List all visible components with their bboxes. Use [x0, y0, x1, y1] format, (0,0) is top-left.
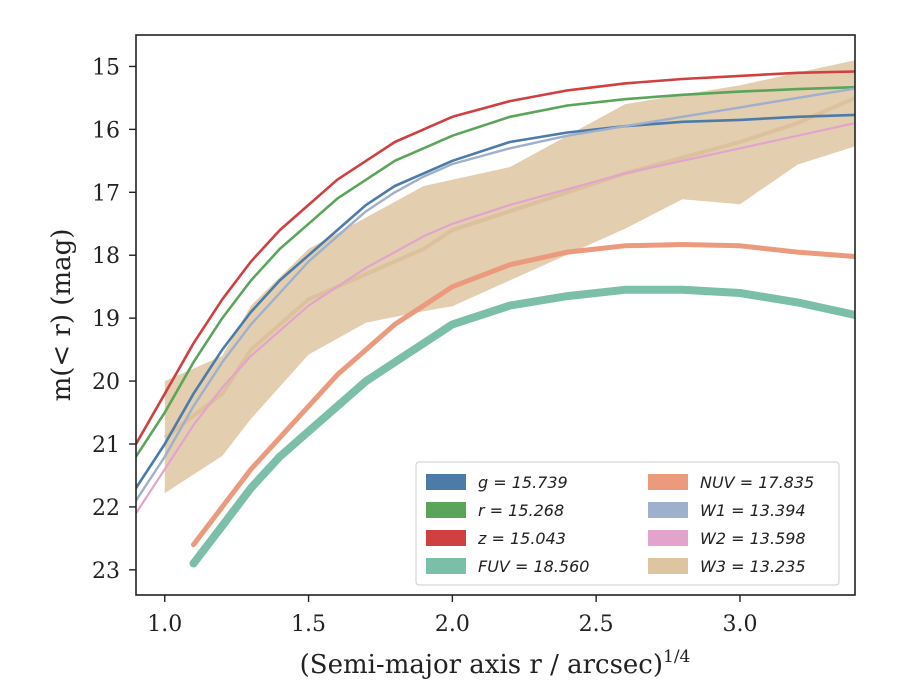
y-axis-label: m(< r) (mag): [47, 229, 77, 402]
legend-label-fuv: FUV = 18.560: [478, 557, 589, 576]
series-line-z: [136, 70, 855, 446]
legend-swatch-nuv: [648, 474, 688, 490]
legend-box: [415, 461, 840, 586]
legend-label-w1: W1 = 13.394: [700, 501, 806, 520]
y-tick-label: 20: [92, 370, 120, 395]
series-band-w3: [164, 60, 855, 494]
legend-swatch-fuv: [426, 558, 466, 574]
legend-swatch-w3: [648, 558, 688, 574]
y-tick-label: 23: [92, 559, 120, 584]
legend-swatch-w2: [648, 530, 688, 546]
x-tick-label: 1.0: [147, 612, 182, 637]
x-tick-label: 2.5: [579, 612, 614, 637]
x-tick-label: 2.0: [435, 612, 470, 637]
legend-label-w2: W2 = 13.598: [700, 529, 806, 548]
series-line-w3: [163, 96, 855, 440]
legend-label-g: g = 15.739: [478, 473, 568, 492]
y-tick-label: 18: [92, 244, 120, 269]
y-tick-label: 16: [92, 118, 120, 143]
x-tick-label: 3.0: [722, 612, 757, 637]
legend-swatch-w1: [648, 502, 688, 518]
legend-label-w3: W3 = 13.235: [700, 557, 806, 576]
y-tick-label: 19: [92, 307, 120, 332]
legend-label-r: r = 15.268: [478, 501, 564, 520]
legend-label-nuv: NUV = 17.835: [700, 473, 814, 492]
y-tick-label: 15: [92, 55, 120, 80]
series-line-nuv: [191, 242, 855, 548]
x-axis-label-sup: 1/4: [663, 647, 690, 667]
legend-swatch-r: [426, 502, 466, 518]
legend-label-z: z = 15.043: [477, 529, 566, 548]
uncertainty-bands: [164, 60, 855, 494]
series-lines: [136, 70, 855, 568]
legend-swatch-z: [426, 530, 466, 546]
x-axis-label: (Semi-major axis r / arcsec)1/4: [300, 647, 691, 680]
series-line-fuv: [189, 285, 855, 568]
series-line-w1: [136, 87, 855, 502]
x-tick-label: 1.5: [291, 612, 326, 637]
plot-frame: [135, 34, 856, 596]
y-axis: 15 16 17 18 19 20 21 22 23: [92, 55, 136, 584]
legend-swatch-g: [426, 474, 466, 490]
legend: g = 15.739 r = 15.268 z = 15.043 FUV = 18.5…: [415, 461, 840, 586]
series-line-w2: [136, 122, 855, 515]
y-tick-label: 22: [92, 496, 120, 521]
x-axis: 1.0 1.5 2.0 2.5 3.0: [147, 595, 757, 637]
series-line-r: [136, 85, 855, 458]
series-line-g: [136, 113, 855, 490]
y-tick-label: 21: [92, 433, 120, 458]
y-tick-label: 17: [92, 181, 120, 206]
